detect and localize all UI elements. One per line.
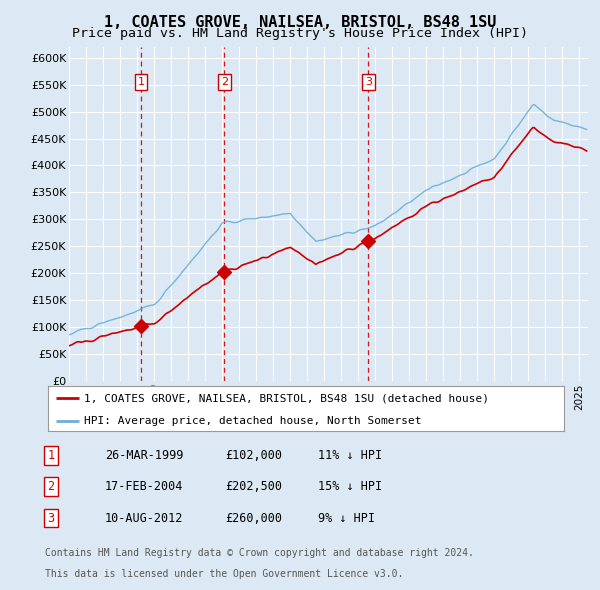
Text: 15% ↓ HPI: 15% ↓ HPI	[318, 480, 382, 493]
Text: Price paid vs. HM Land Registry's House Price Index (HPI): Price paid vs. HM Land Registry's House …	[72, 27, 528, 40]
Text: 1: 1	[137, 77, 145, 87]
Text: HPI: Average price, detached house, North Somerset: HPI: Average price, detached house, Nort…	[84, 416, 422, 426]
Text: 1, COATES GROVE, NAILSEA, BRISTOL, BS48 1SU (detached house): 1, COATES GROVE, NAILSEA, BRISTOL, BS48 …	[84, 394, 489, 404]
Text: 11% ↓ HPI: 11% ↓ HPI	[318, 449, 382, 462]
Text: Contains HM Land Registry data © Crown copyright and database right 2024.: Contains HM Land Registry data © Crown c…	[45, 548, 474, 558]
Text: 3: 3	[47, 512, 55, 525]
Text: 2: 2	[47, 480, 55, 493]
Text: 17-FEB-2004: 17-FEB-2004	[105, 480, 184, 493]
Text: This data is licensed under the Open Government Licence v3.0.: This data is licensed under the Open Gov…	[45, 569, 403, 579]
Text: £260,000: £260,000	[225, 512, 282, 525]
Text: 10-AUG-2012: 10-AUG-2012	[105, 512, 184, 525]
Text: 1: 1	[47, 449, 55, 462]
Text: £102,000: £102,000	[225, 449, 282, 462]
Text: 9% ↓ HPI: 9% ↓ HPI	[318, 512, 375, 525]
Text: 3: 3	[365, 77, 372, 87]
Text: 1, COATES GROVE, NAILSEA, BRISTOL, BS48 1SU: 1, COATES GROVE, NAILSEA, BRISTOL, BS48 …	[104, 15, 496, 30]
Text: 2: 2	[221, 77, 228, 87]
Text: 26-MAR-1999: 26-MAR-1999	[105, 449, 184, 462]
Text: £202,500: £202,500	[225, 480, 282, 493]
